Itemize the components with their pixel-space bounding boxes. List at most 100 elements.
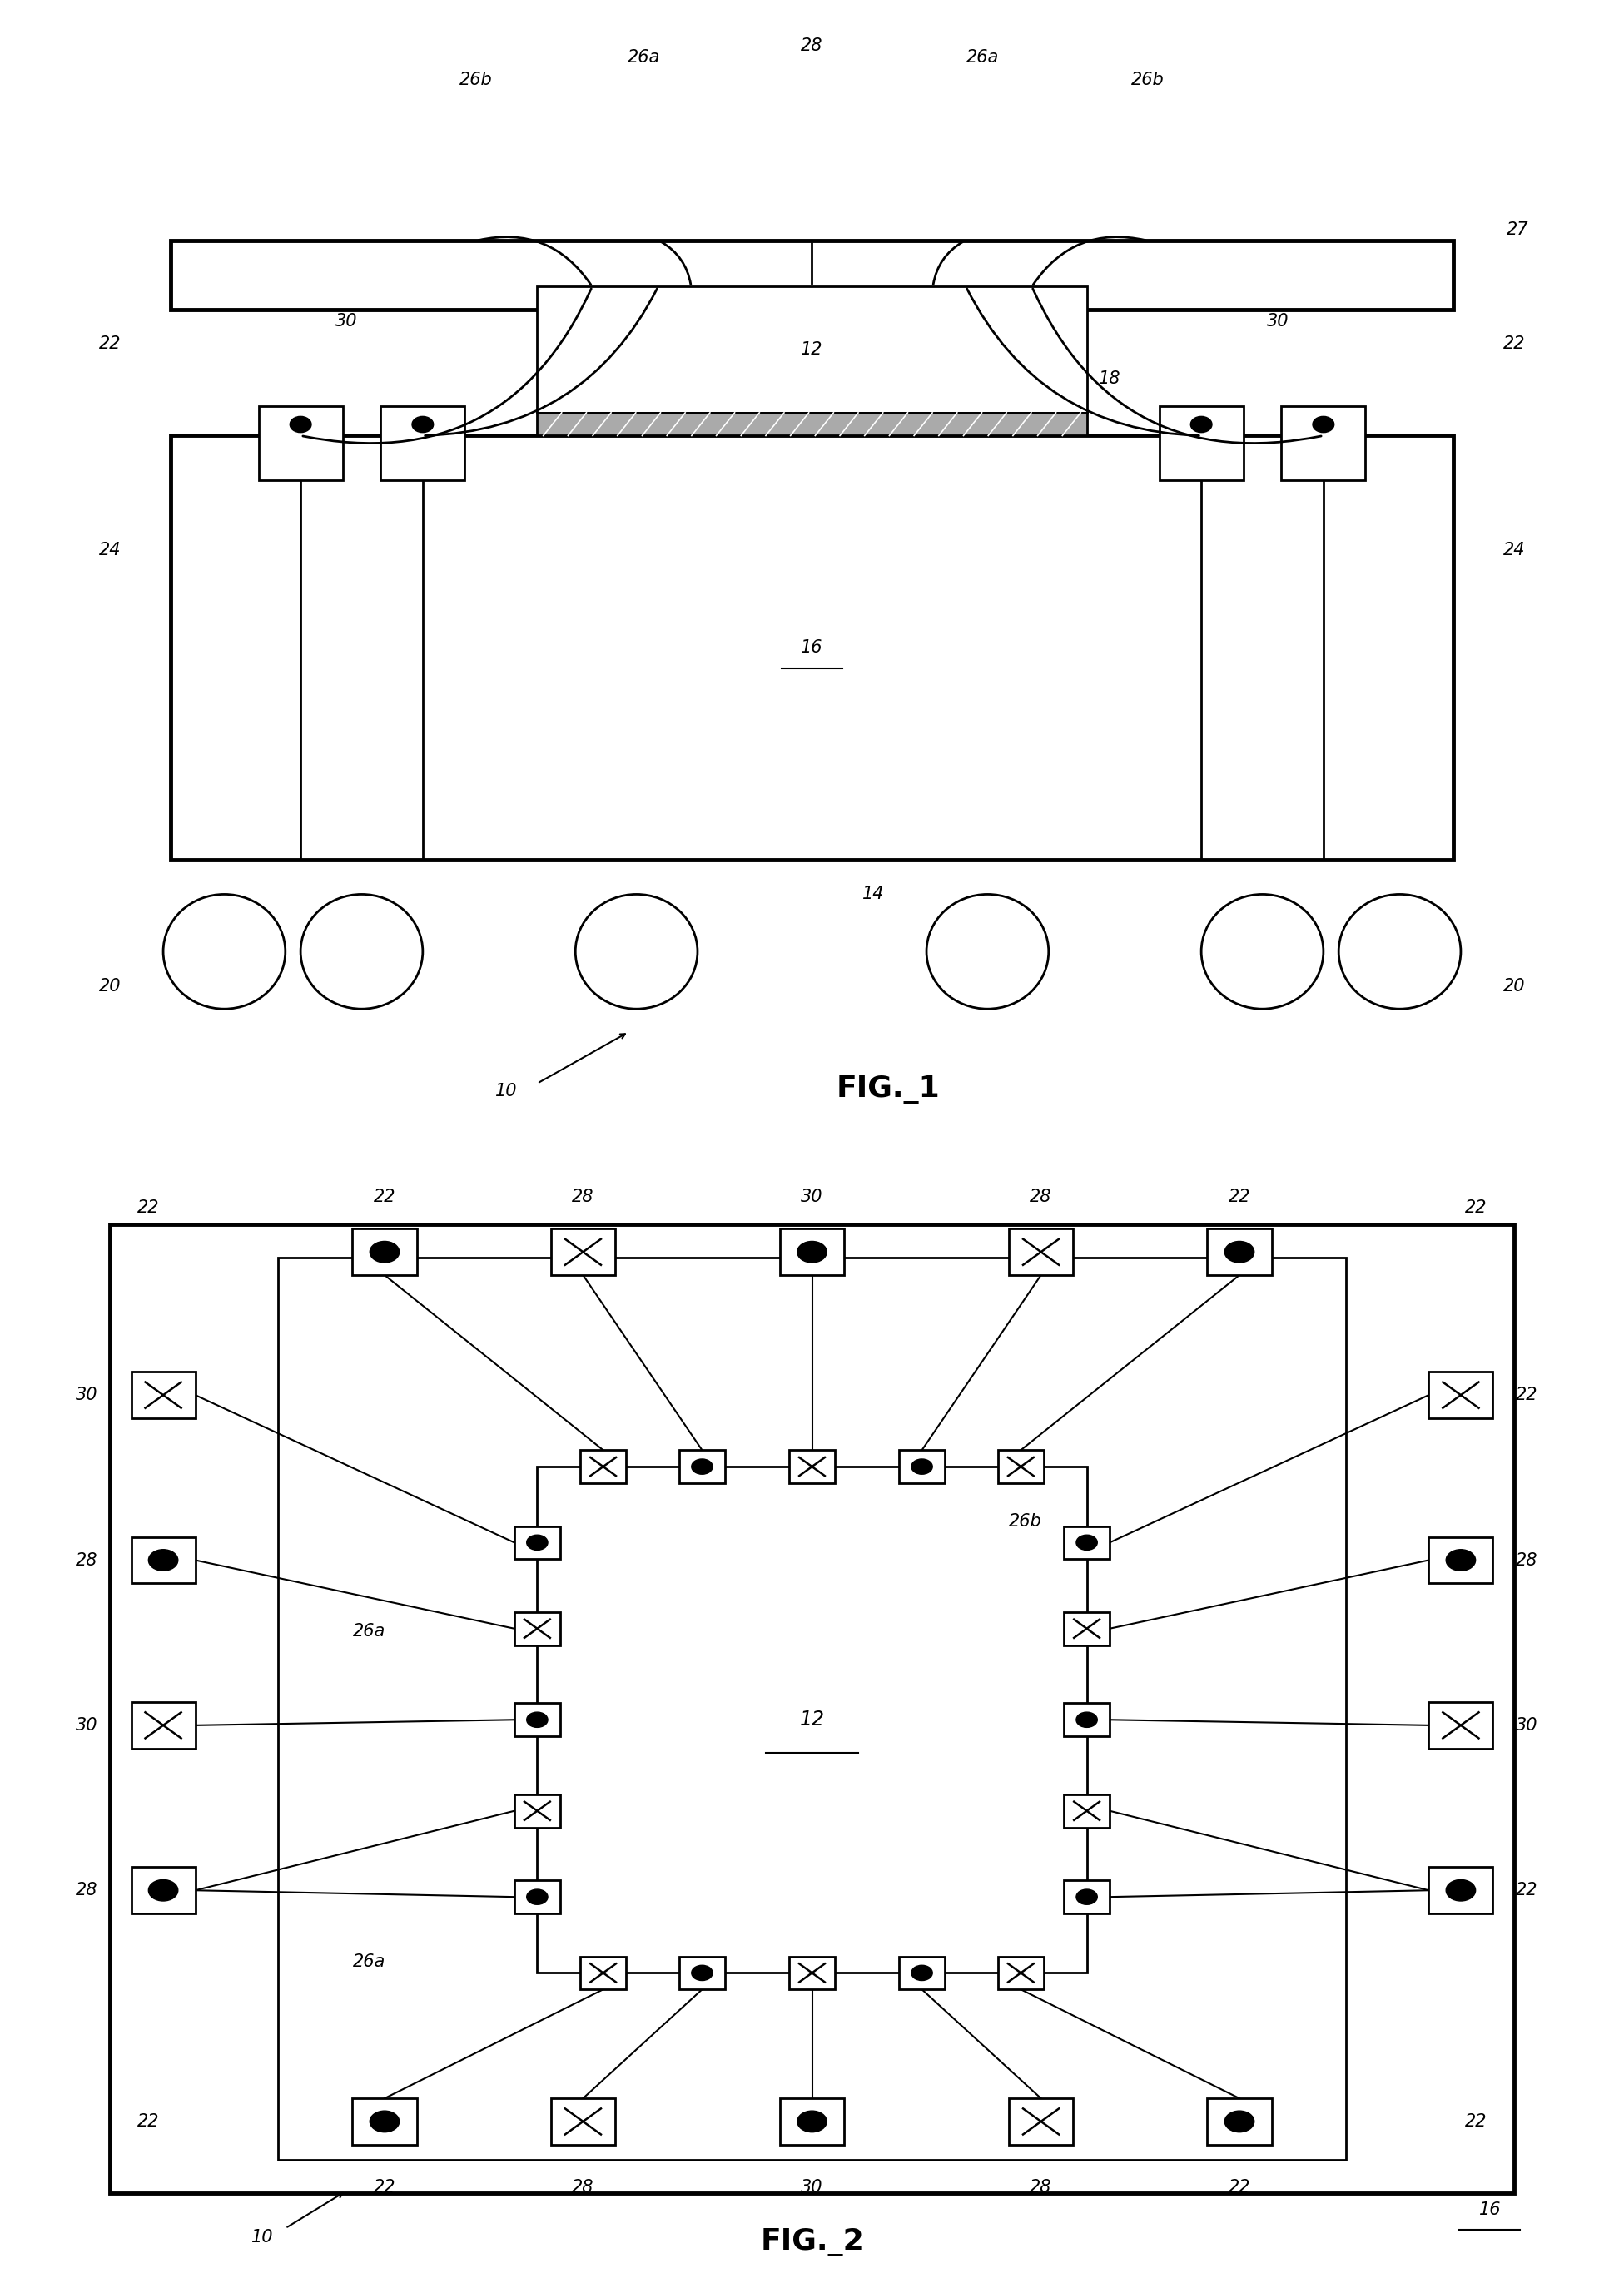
Bar (515, 1704, 560, 1736)
Text: 28: 28 (1515, 1552, 1538, 1568)
Circle shape (526, 1713, 547, 1727)
Bar (1064, 1880, 1109, 1912)
Circle shape (1445, 1880, 1476, 1901)
Text: 22: 22 (1465, 1199, 1488, 1215)
Text: 26a: 26a (352, 1623, 385, 1639)
Bar (1429, 1536, 1492, 1582)
Text: 26b: 26b (1009, 1513, 1043, 1529)
Circle shape (1312, 417, 1333, 433)
Bar (1207, 1229, 1272, 1275)
Bar (132, 1371, 195, 1417)
Text: 10: 10 (495, 1082, 518, 1101)
Circle shape (148, 1550, 179, 1571)
Bar (132, 1867, 195, 1912)
Bar (538, 287, 1086, 413)
Bar (1429, 1701, 1492, 1747)
Bar (789, 1449, 835, 1484)
Circle shape (911, 1458, 932, 1474)
Bar (1207, 2098, 1272, 2144)
Bar (1009, 1229, 1073, 1275)
Text: 30: 30 (76, 1387, 97, 1403)
Bar (515, 1527, 560, 1559)
Text: 30: 30 (76, 1717, 97, 1734)
Bar (352, 2098, 417, 2144)
Bar (551, 1229, 615, 1275)
Text: 26a: 26a (352, 1954, 385, 1970)
Text: 22: 22 (1465, 2114, 1488, 2130)
Text: 20: 20 (99, 977, 120, 995)
Text: 28: 28 (572, 1188, 594, 1206)
Bar (551, 2098, 615, 2144)
Bar (171, 241, 1453, 310)
Text: 10: 10 (252, 2229, 273, 2245)
Text: 30: 30 (1267, 312, 1288, 330)
Bar (515, 1880, 560, 1912)
Circle shape (911, 1965, 932, 1981)
Ellipse shape (575, 894, 698, 1009)
Bar (1064, 1704, 1109, 1736)
Bar (1160, 406, 1244, 482)
Text: 22: 22 (374, 1188, 396, 1206)
Bar (1429, 1371, 1492, 1417)
Bar (997, 1449, 1044, 1484)
Text: 22: 22 (1228, 2178, 1250, 2197)
Circle shape (370, 2112, 400, 2132)
Text: 28: 28 (1030, 1188, 1052, 1206)
Circle shape (797, 2112, 827, 2132)
Text: 12: 12 (799, 1711, 825, 1729)
Circle shape (526, 1889, 547, 1905)
Circle shape (1224, 2112, 1254, 2132)
Bar (258, 406, 343, 482)
Circle shape (1077, 1889, 1098, 1905)
Text: 24: 24 (99, 541, 120, 559)
Circle shape (1077, 1534, 1098, 1550)
Text: 30: 30 (336, 312, 357, 330)
Bar (132, 1536, 195, 1582)
Bar (997, 1956, 1044, 1990)
Bar (380, 406, 464, 482)
Text: 22: 22 (374, 2178, 396, 2197)
Text: 28: 28 (801, 37, 823, 55)
Circle shape (370, 1241, 400, 1263)
Bar (110, 1224, 1514, 2192)
Circle shape (412, 417, 434, 433)
Text: 26b: 26b (1132, 71, 1164, 89)
Ellipse shape (927, 894, 1049, 1009)
Bar (352, 1229, 417, 1275)
Text: 28: 28 (76, 1883, 97, 1899)
Text: 30: 30 (801, 1188, 823, 1206)
Text: 18: 18 (1099, 369, 1121, 388)
Circle shape (148, 1880, 179, 1901)
Text: 28: 28 (1030, 2178, 1052, 2197)
Bar (1064, 1795, 1109, 1828)
Text: 28: 28 (76, 1552, 97, 1568)
Bar (679, 1956, 724, 1990)
Bar (515, 1795, 560, 1828)
Text: 22: 22 (136, 1199, 159, 1215)
Bar (515, 1612, 560, 1644)
Bar (538, 413, 1086, 436)
Text: 27: 27 (1507, 220, 1528, 238)
Text: 22: 22 (1504, 335, 1525, 353)
Bar (900, 1449, 945, 1484)
Bar (679, 1449, 724, 1484)
Text: 26b: 26b (460, 71, 492, 89)
Text: 26b: 26b (1009, 1965, 1043, 1981)
Text: 22: 22 (99, 335, 120, 353)
Text: 20: 20 (1504, 977, 1525, 995)
Circle shape (692, 1458, 713, 1474)
Bar (580, 1449, 627, 1484)
Text: 30: 30 (801, 2178, 823, 2197)
Text: 28: 28 (572, 2178, 594, 2197)
Circle shape (692, 1965, 713, 1981)
Text: 22: 22 (1515, 1883, 1538, 1899)
Bar (780, 2098, 844, 2144)
Text: 26a: 26a (966, 48, 999, 66)
Bar (1064, 1612, 1109, 1644)
Text: 22: 22 (1228, 1188, 1250, 1206)
Bar (1009, 2098, 1073, 2144)
Bar (1281, 406, 1366, 482)
Text: 22: 22 (1515, 1387, 1538, 1403)
Text: 24: 24 (1504, 541, 1525, 559)
Bar (780, 1229, 844, 1275)
